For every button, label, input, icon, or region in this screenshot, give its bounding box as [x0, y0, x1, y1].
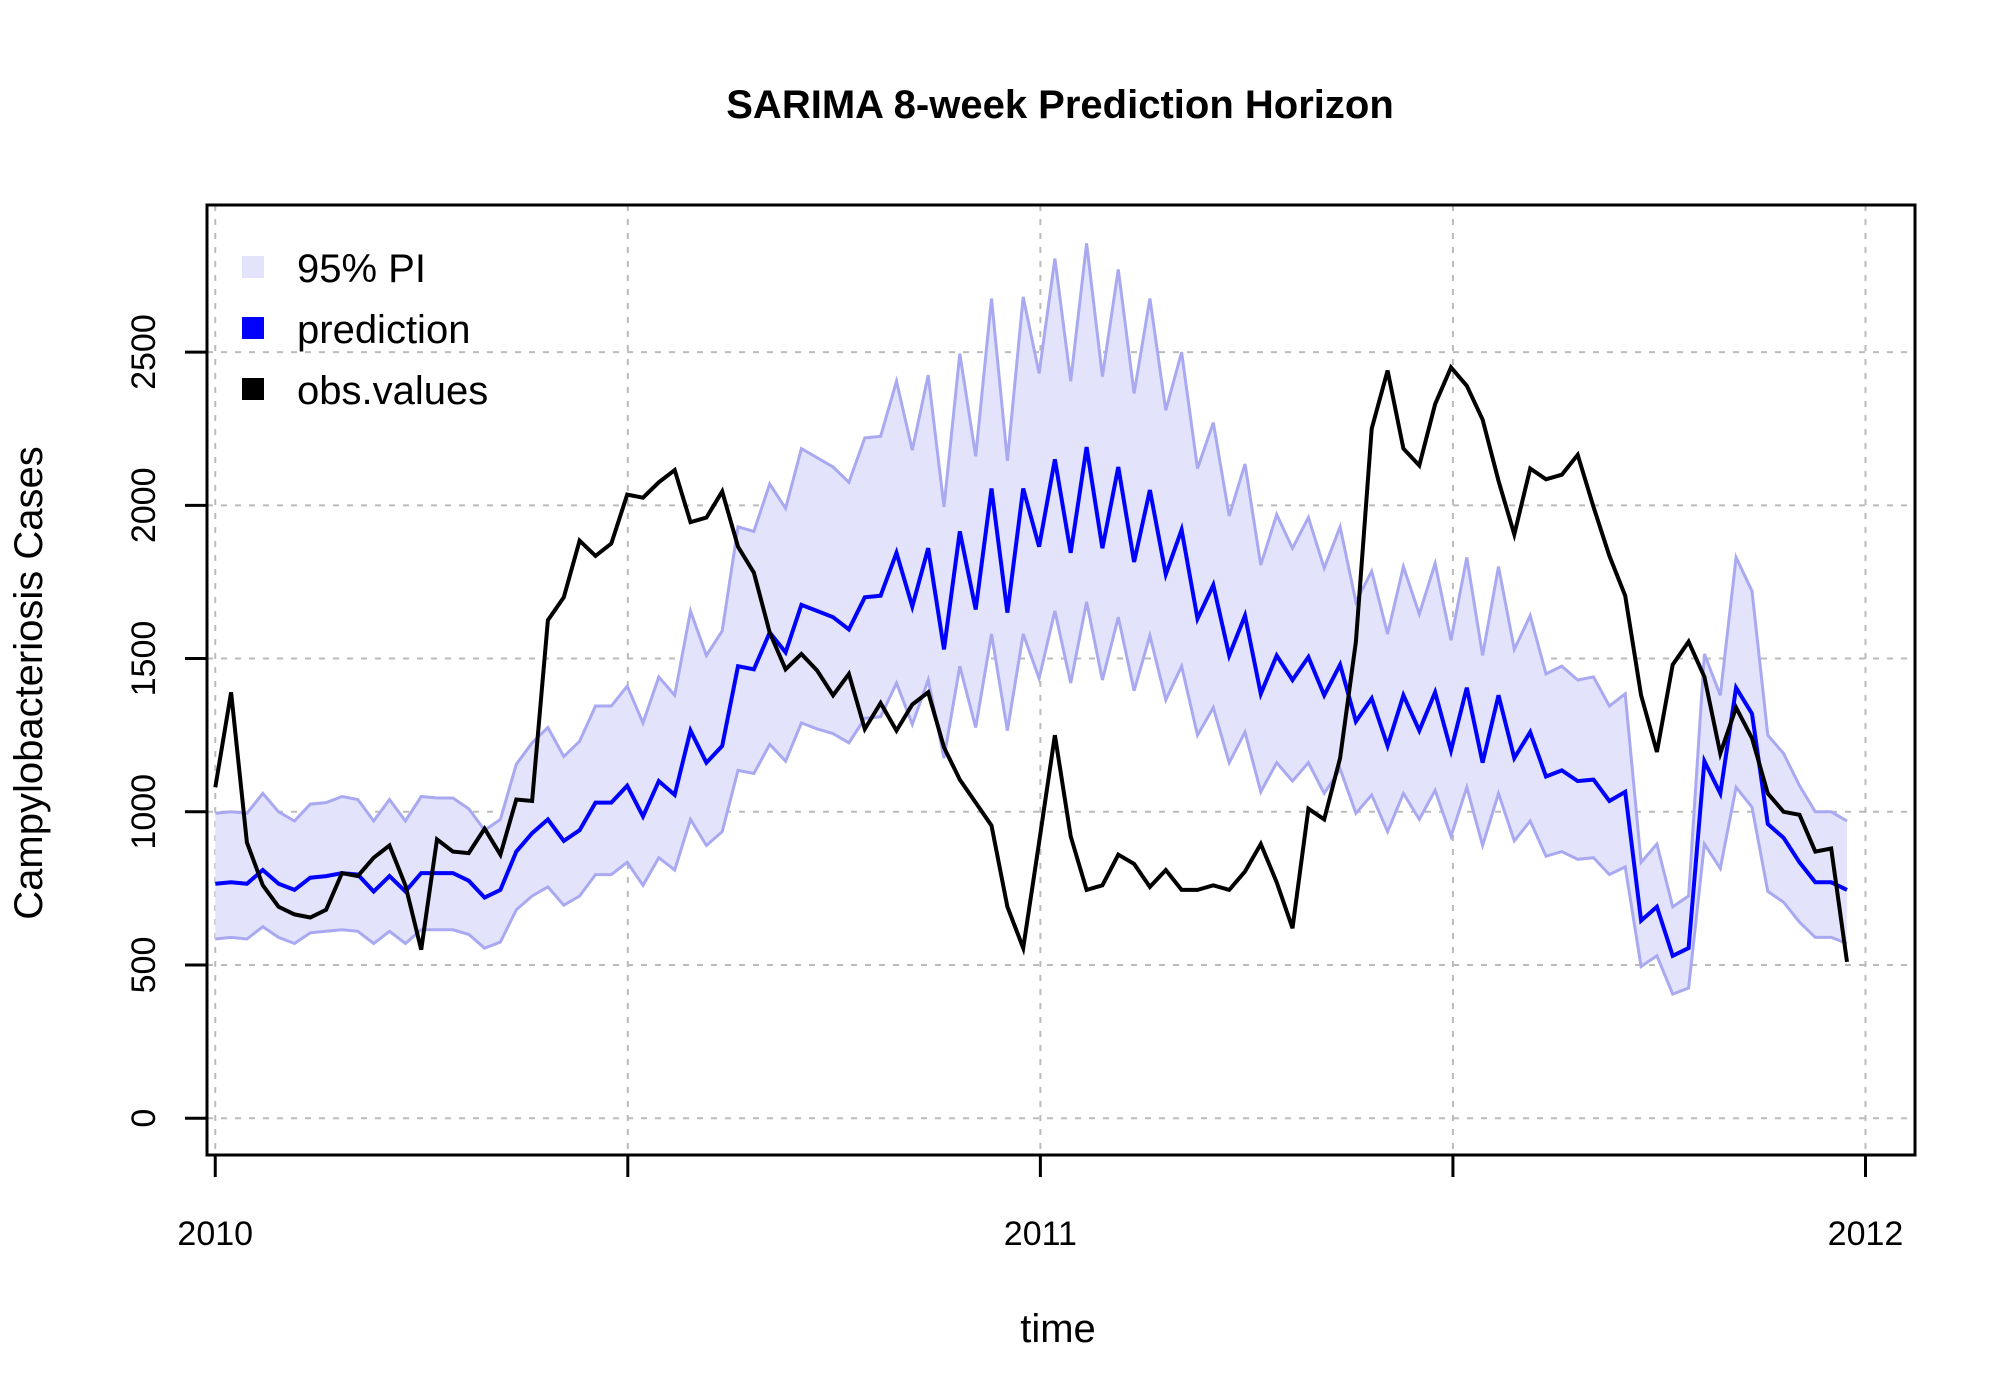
y-tick-label-2: 1000 — [125, 774, 163, 850]
legend-swatch-prediction — [242, 317, 264, 339]
x-tick-label-4: 2012 — [1828, 1215, 1904, 1253]
legend-swatch-observed — [242, 378, 264, 400]
prediction-series-line — [215, 446, 1848, 959]
x-axis: 2010 2011 2012 — [177, 1153, 1904, 1253]
legend-label-observed: obs.values — [297, 369, 488, 413]
x-tick-label-0: 2010 — [177, 1215, 253, 1253]
observed-series-line — [213, 363, 1849, 963]
legend-label-prediction: prediction — [297, 308, 470, 352]
legend-label-pi: 95% PI — [297, 247, 426, 291]
legend: 95% PI prediction obs.values — [242, 247, 488, 413]
y-tick-label-3: 1500 — [125, 621, 163, 697]
y-axis: 0 500 1000 1500 2000 2500 — [125, 314, 209, 1128]
upper-bound-line — [215, 243, 1848, 910]
x-axis-label: time — [1020, 1307, 1096, 1351]
y-axis-label: Campylobacteriosis Cases — [7, 446, 51, 920]
chart-title: SARIMA 8-week Prediction Horizon — [726, 83, 1394, 127]
y-tick-label-0: 0 — [125, 1109, 163, 1128]
y-tick-label-1: 500 — [125, 937, 163, 994]
prediction-interval-band — [215, 243, 1847, 995]
x-tick-label-2: 2011 — [1004, 1215, 1077, 1253]
y-tick-label-4: 2000 — [125, 468, 163, 544]
y-tick-label-5: 2500 — [125, 314, 163, 390]
legend-swatch-pi — [242, 256, 264, 278]
lower-bound-line — [215, 601, 1848, 997]
